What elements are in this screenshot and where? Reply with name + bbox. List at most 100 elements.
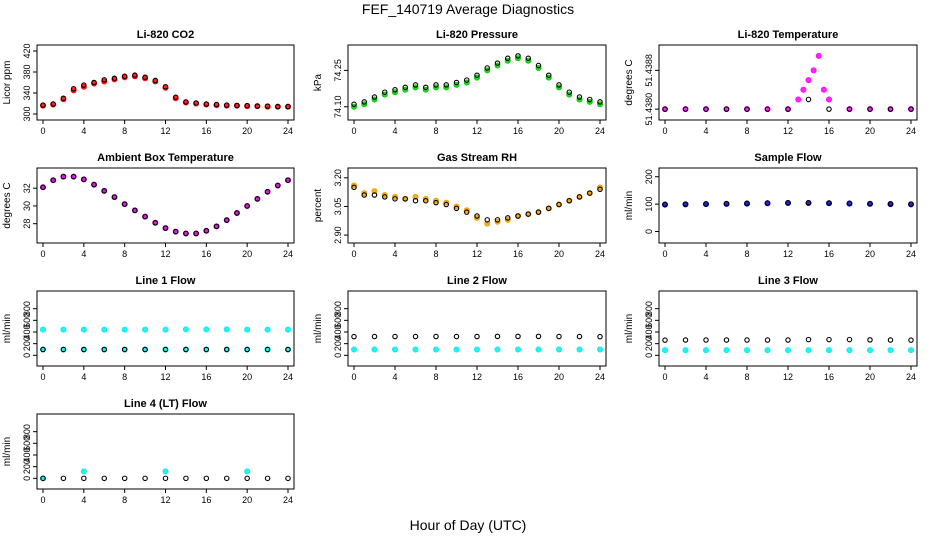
data-point — [81, 346, 87, 353]
data-point — [70, 87, 77, 94]
plot-frame — [36, 413, 295, 490]
data-point — [351, 184, 357, 191]
data-point — [764, 200, 771, 206]
data-point — [682, 347, 689, 354]
data-point — [40, 475, 46, 482]
x-tick-label: 12 — [783, 249, 793, 259]
data-point — [744, 106, 750, 112]
data-point — [244, 102, 250, 109]
data-point — [535, 346, 542, 353]
x-tick-label: 8 — [744, 249, 749, 259]
data-point — [515, 346, 522, 353]
data-point — [867, 106, 873, 112]
x-tick-label: 4 — [392, 126, 397, 136]
x-tick-label: 16 — [513, 126, 523, 136]
data-point — [121, 475, 128, 482]
x-tick-label: 4 — [81, 495, 86, 505]
y-axis-label: ml/min — [2, 437, 13, 466]
plot-frame — [36, 167, 295, 244]
data-point — [193, 230, 199, 237]
data-point — [193, 100, 199, 106]
x-tick-label: 24 — [283, 126, 293, 136]
data-point — [101, 475, 108, 482]
x-tick-label: 4 — [703, 372, 708, 382]
data-point — [224, 475, 230, 482]
data-point — [453, 346, 460, 353]
data-point — [371, 346, 378, 353]
data-point — [474, 72, 480, 78]
data-point — [142, 346, 148, 353]
data-point — [703, 201, 709, 207]
data-point — [597, 346, 604, 353]
x-tick-label: 0 — [662, 249, 667, 259]
data-point — [91, 181, 97, 188]
y-tick-label: 400 — [22, 324, 32, 339]
x-tick-label: 8 — [433, 126, 438, 136]
data-point — [723, 347, 730, 354]
data-point — [443, 201, 449, 208]
x-tick-label: 4 — [81, 249, 86, 259]
x-tick-label: 20 — [242, 249, 252, 259]
data-point — [172, 94, 179, 100]
data-point — [371, 333, 378, 340]
data-point — [223, 326, 230, 333]
series-2 — [351, 184, 603, 223]
y-tick-label: 74.10 — [333, 95, 343, 118]
y-tick-label: 800 — [22, 424, 32, 439]
chart-panel-2: Li-820 Pressure kPa 0 4 8 12 16 20 24 74.10 74.25 — [313, 29, 607, 136]
data-point — [463, 77, 470, 83]
data-point — [392, 87, 398, 93]
data-point — [392, 196, 398, 202]
x-tick-label: 12 — [783, 126, 793, 136]
data-point — [453, 79, 460, 86]
data-point — [867, 200, 873, 207]
data-point — [805, 347, 812, 354]
x-tick-label: 8 — [122, 495, 127, 505]
y-axis-label: degrees C — [624, 59, 635, 105]
data-point — [264, 188, 271, 195]
data-point — [101, 78, 108, 85]
x-tick-label: 12 — [783, 372, 793, 382]
y-tick-label: 200 — [644, 169, 654, 184]
y-tick-label: 800 — [22, 301, 32, 316]
data-point — [162, 346, 169, 353]
data-point — [142, 74, 148, 81]
data-point — [484, 220, 491, 227]
y-tick-label: 0 — [22, 476, 32, 481]
y-tick-label: 400 — [644, 324, 654, 339]
data-point — [908, 337, 914, 343]
x-tick-label: 24 — [283, 372, 293, 382]
data-point — [162, 326, 169, 333]
data-point — [422, 84, 429, 91]
x-tick-label: 16 — [201, 372, 211, 382]
data-point — [443, 82, 449, 88]
x-tick-label: 12 — [472, 372, 482, 382]
data-point — [60, 475, 67, 482]
data-point — [515, 333, 521, 340]
chart-panel-8: Line 2 Flow ml/min 0 4 8 12 16 20 24 0 20040060080… — [313, 275, 607, 382]
y-tick-label: 300 — [22, 106, 32, 121]
data-point — [412, 193, 419, 200]
data-point — [586, 190, 593, 196]
x-tick-label: 8 — [122, 249, 127, 259]
data-point — [723, 337, 730, 343]
data-point — [101, 77, 108, 83]
y-tick-label: 800 — [333, 301, 343, 316]
data-point — [810, 67, 817, 74]
data-point — [81, 82, 87, 88]
data-point — [535, 62, 542, 69]
data-point — [162, 475, 169, 482]
data-point — [121, 346, 128, 353]
data-point — [40, 326, 47, 333]
data-point — [361, 192, 367, 198]
data-point — [101, 346, 108, 353]
data-point — [50, 101, 56, 107]
x-tick-label: 8 — [744, 126, 749, 136]
data-point — [764, 106, 771, 112]
series-1 — [40, 73, 291, 110]
y-tick-label: 340 — [22, 85, 32, 100]
data-point — [244, 203, 250, 209]
data-point — [504, 215, 511, 221]
plot-frame — [347, 44, 607, 121]
data-point — [244, 346, 250, 353]
